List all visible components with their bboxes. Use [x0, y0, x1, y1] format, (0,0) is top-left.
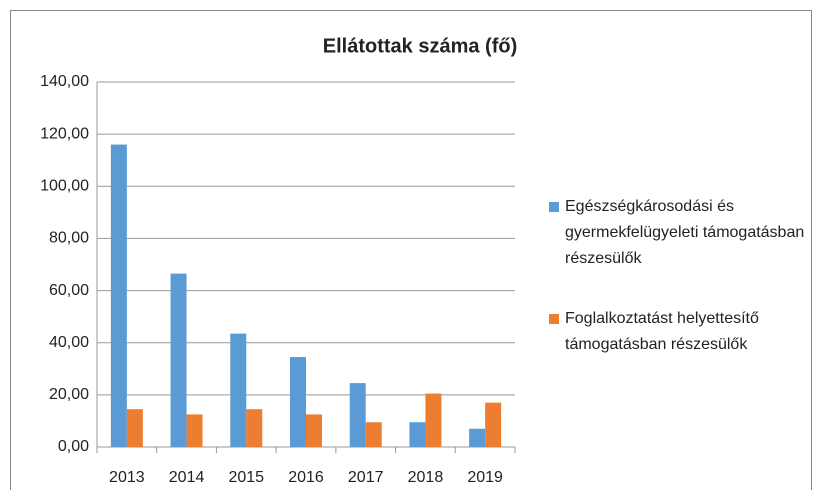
bar	[485, 402, 502, 447]
legend-entry: Foglalkoztatást helyettesítő támogatásba…	[545, 306, 820, 358]
legend-label: Foglalkoztatást helyettesítő támogatásba…	[565, 310, 759, 353]
x-tick-label: 2015	[228, 469, 264, 486]
bar	[170, 273, 187, 447]
x-tick-label: 2014	[169, 469, 205, 486]
legend-entry: Egészségkárosodási és gyermekfelügyeleti…	[545, 194, 820, 272]
bar	[126, 409, 143, 447]
legend-label: Egészségkárosodási és gyermekfelügyeleti…	[565, 198, 805, 267]
legend: Egészségkárosodási és gyermekfelügyeleti…	[545, 194, 820, 392]
chart-title: Ellátottak száma (fő)	[323, 35, 517, 57]
x-tick-label: 2016	[288, 469, 324, 486]
y-tick-label: 100,00	[40, 178, 89, 195]
chart-frame	[10, 10, 812, 490]
bar	[409, 422, 426, 447]
bar	[469, 428, 486, 447]
bar	[246, 409, 263, 447]
legend-swatch	[549, 202, 559, 212]
legend-swatch	[549, 314, 559, 324]
y-tick-label: 20,00	[49, 386, 89, 403]
bar	[290, 357, 306, 447]
bar	[186, 414, 203, 447]
bar	[425, 393, 442, 447]
bar	[306, 414, 322, 447]
x-tick-label: 2019	[467, 469, 503, 486]
bar	[365, 422, 382, 447]
x-tick-label: 2013	[109, 469, 145, 486]
y-tick-label: 60,00	[49, 282, 89, 299]
y-tick-label: 140,00	[40, 73, 89, 90]
bar	[230, 333, 247, 447]
y-tick-label: 40,00	[49, 334, 89, 351]
x-tick-label: 2018	[408, 469, 444, 486]
bar	[110, 144, 127, 448]
y-tick-label: 120,00	[40, 125, 89, 142]
y-tick-label: 0,00	[58, 438, 89, 455]
x-tick-label: 2017	[348, 469, 384, 486]
y-tick-label: 80,00	[49, 230, 89, 247]
bar	[349, 383, 366, 447]
